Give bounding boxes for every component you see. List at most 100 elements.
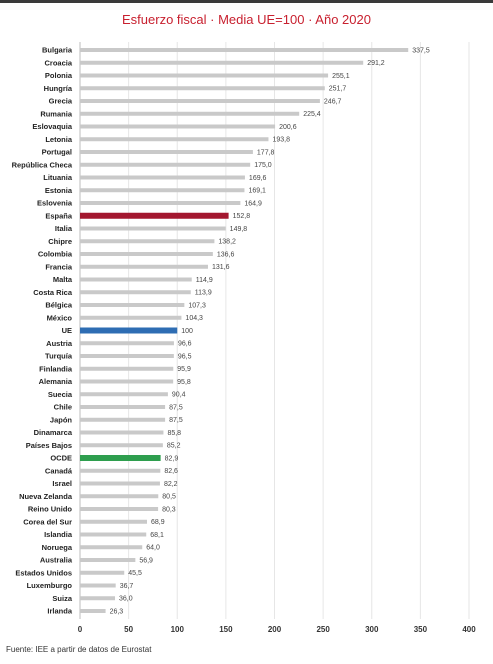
value-label: 255,1 <box>332 73 350 80</box>
bar <box>80 124 276 129</box>
bar <box>80 150 253 154</box>
value-label: 100 <box>181 328 193 335</box>
value-label: 36,7 <box>120 583 134 590</box>
category-label: España <box>45 211 73 220</box>
bar <box>80 455 161 461</box>
bar <box>80 239 215 244</box>
category-label: Canadá <box>45 466 73 475</box>
category-label: Bulgaria <box>42 46 73 55</box>
value-label: 82,6 <box>164 468 178 475</box>
bar <box>80 570 125 575</box>
category-label: Suecia <box>48 390 73 399</box>
bar <box>80 341 174 346</box>
value-label: 337,5 <box>412 47 430 54</box>
bar <box>80 481 160 486</box>
category-label: México <box>47 313 73 322</box>
x-tick-label: 50 <box>124 625 133 634</box>
category-label: Croacia <box>44 58 72 67</box>
value-label: 193,8 <box>272 137 290 144</box>
bar <box>80 73 329 78</box>
value-label: 104,3 <box>185 315 203 322</box>
category-label: Nueva Zelanda <box>19 492 73 501</box>
bar <box>80 417 166 422</box>
bar <box>80 507 159 511</box>
category-label: Luxemburgo <box>27 581 73 590</box>
bar <box>80 111 300 116</box>
bar <box>80 86 325 91</box>
bar <box>80 494 159 499</box>
chart-title: Esfuerzo fiscal · Media UE=100 · Año 202… <box>122 12 371 27</box>
value-label: 68,1 <box>150 532 164 539</box>
bar <box>80 188 245 193</box>
x-tick-label: 0 <box>78 625 83 634</box>
value-label: 251,7 <box>329 86 347 93</box>
value-label: 169,1 <box>248 188 266 195</box>
bar <box>80 468 161 473</box>
category-label: Islandia <box>44 530 73 539</box>
top-rule <box>0 0 493 3</box>
category-label: Chile <box>54 403 72 412</box>
category-label: Lituania <box>43 173 73 182</box>
bar <box>80 99 320 103</box>
value-label: 152,8 <box>233 213 251 220</box>
bar <box>80 532 147 537</box>
value-label: 87,5 <box>169 404 183 411</box>
value-label: 45,5 <box>128 570 142 577</box>
category-label: Costa Rica <box>33 288 73 297</box>
value-label: 68,9 <box>151 519 165 526</box>
category-label: Japón <box>50 415 73 424</box>
value-label: 80,5 <box>162 494 176 501</box>
category-label: Corea del Sur <box>23 517 72 526</box>
value-label: 36,0 <box>119 596 133 603</box>
category-label: Colombia <box>38 250 73 259</box>
category-label: Estados Unidos <box>15 568 72 577</box>
category-label: Noruega <box>42 543 73 552</box>
category-label: Austria <box>46 339 73 348</box>
category-label: Suiza <box>52 594 72 603</box>
bar <box>80 405 166 409</box>
category-label: Letonia <box>45 135 72 144</box>
value-label: 85,8 <box>167 430 181 437</box>
value-label: 95,9 <box>177 366 191 373</box>
category-label: Eslovenia <box>37 199 73 208</box>
category-label: Reino Unido <box>28 505 73 514</box>
bar <box>80 545 143 550</box>
value-label: 131,6 <box>212 264 230 271</box>
value-label: 82,9 <box>165 455 179 462</box>
value-label: 169,6 <box>249 175 267 182</box>
category-label: República Checa <box>12 160 73 169</box>
x-tick-label: 150 <box>219 625 233 634</box>
value-label: 96,6 <box>178 341 192 348</box>
category-label: Bélgica <box>45 301 73 310</box>
value-label: 177,8 <box>257 149 275 156</box>
value-label: 164,9 <box>244 200 262 207</box>
value-label: 107,3 <box>188 302 206 309</box>
x-tick-label: 300 <box>365 625 379 634</box>
bar <box>80 60 364 65</box>
category-label: Dinamarca <box>34 428 73 437</box>
bar <box>80 558 136 562</box>
bar <box>80 303 185 307</box>
value-label: 291,2 <box>367 60 385 67</box>
bar <box>80 327 178 334</box>
bar <box>80 519 148 524</box>
bar <box>80 290 191 295</box>
bar <box>80 277 192 282</box>
value-label: 138,2 <box>218 239 236 246</box>
bar <box>80 162 251 167</box>
bar <box>80 226 226 231</box>
value-label: 87,5 <box>169 417 183 424</box>
category-label: Israel <box>52 479 72 488</box>
bar <box>80 392 168 397</box>
bar <box>80 609 106 613</box>
value-label: 82,2 <box>164 481 178 488</box>
value-label: 114,9 <box>196 277 213 284</box>
value-label: 90,4 <box>172 392 186 399</box>
bars <box>80 48 409 613</box>
category-label: Estonia <box>45 186 73 195</box>
value-label: 149,8 <box>230 226 248 233</box>
category-label: Irlanda <box>47 607 72 616</box>
category-labels: Bulgaria Croacia Polonia Hungría Grecia Ruman… <box>12 46 73 616</box>
